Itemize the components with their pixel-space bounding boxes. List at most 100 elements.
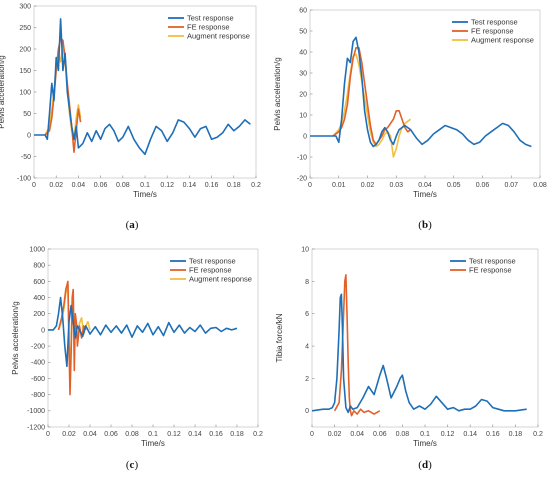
- x-tick-label: 0: [32, 182, 36, 189]
- y-axis-label: Pelvis acceleration/g: [11, 301, 20, 374]
- x-tick-label: 0.1: [420, 431, 430, 438]
- y-tick-label: 8: [305, 279, 309, 286]
- y-tick-label: 30: [299, 70, 307, 77]
- x-tick-label: 0.16: [205, 182, 219, 189]
- x-tick-label: 0.16: [486, 431, 500, 438]
- legend-label: FE response: [187, 23, 230, 32]
- x-tick-label: 0.12: [441, 431, 455, 438]
- x-tick-label: 0.18: [509, 431, 523, 438]
- x-axis-label: Time/s: [141, 439, 165, 448]
- x-tick-label: 0.07: [504, 182, 518, 189]
- y-tick-label: 2: [305, 376, 309, 383]
- y-tick-label: -100: [17, 175, 31, 182]
- y-tick-label: 40: [299, 49, 307, 56]
- y-tick-label: 0: [305, 408, 309, 415]
- y-tick-label: 10: [299, 112, 307, 119]
- legend-label: Test response: [471, 18, 518, 27]
- y-tick-label: 300: [19, 3, 31, 10]
- y-tick-label: 1000: [29, 246, 45, 253]
- y-tick-label: -200: [31, 343, 45, 350]
- x-tick-label: 0.08: [396, 431, 410, 438]
- y-tick-label: 400: [33, 295, 45, 302]
- series-line-augment-response: [332, 53, 412, 158]
- legend-label: Test response: [187, 14, 234, 23]
- chart-panel-b: 0 0.01 0.02 0.03 0.04 0.05 0.06 0.07 0.08 -20 -10 0…: [273, 7, 547, 199]
- plot-area: [47, 248, 259, 428]
- x-tick-label: 0.04: [418, 182, 432, 189]
- plot-area: [33, 5, 257, 179]
- series-line-fe-response: [57, 280, 87, 396]
- panel-caption-b: (b): [418, 219, 432, 231]
- x-tick-label: 0.2: [533, 431, 543, 438]
- y-tick-label: 150: [19, 68, 31, 75]
- chart-panel-a: 0 0.02 0.04 0.06 0.08 0.1 0.12 0.14 0.16 0.18 0.2 -…: [0, 3, 261, 199]
- y-tick-label: -1200: [27, 424, 45, 431]
- series-line-test-response: [310, 36, 532, 148]
- x-axis-label: Time/s: [413, 190, 437, 199]
- y-tick-label: 50: [23, 111, 31, 118]
- x-tick-label: 0.04: [83, 431, 97, 438]
- x-tick-label: 0.04: [350, 431, 364, 438]
- x-tick-label: 0.03: [389, 182, 403, 189]
- legend-label: Test response: [189, 257, 236, 266]
- x-tick-label: 0: [308, 182, 312, 189]
- series-line-fe-response: [332, 46, 412, 146]
- y-tick-label: 600: [33, 279, 45, 286]
- y-tick-label: 50: [299, 28, 307, 35]
- x-tick-label: 0.02: [361, 182, 375, 189]
- x-tick-label: 0.08: [116, 182, 130, 189]
- y-tick-label: -400: [31, 360, 45, 367]
- x-tick-label: 0.14: [183, 182, 197, 189]
- x-tick-label: 0.14: [188, 431, 202, 438]
- legend-label: Augment response: [189, 275, 252, 284]
- x-tick-label: 0.2: [251, 182, 261, 189]
- x-tick-label: 0.14: [463, 431, 477, 438]
- x-tick-label: 0.18: [230, 431, 244, 438]
- series-line-test-response: [48, 296, 238, 368]
- y-tick-label: -10: [297, 154, 307, 161]
- x-tick-label: 0.08: [533, 182, 547, 189]
- y-tick-label: 0: [41, 327, 45, 334]
- y-axis-label: Pelvis acceleration/g: [273, 57, 282, 130]
- y-tick-label: 0: [303, 133, 307, 140]
- series-line-test-response: [34, 18, 251, 156]
- x-tick-label: 0.02: [328, 431, 342, 438]
- y-tick-label: -1000: [27, 408, 45, 415]
- y-tick-label: 0: [27, 132, 31, 139]
- x-tick-label: 0.06: [476, 182, 490, 189]
- y-tick-label: -600: [31, 376, 45, 383]
- x-tick-label: 0: [310, 431, 314, 438]
- x-tick-label: 0.18: [227, 182, 241, 189]
- series-line-fe-response: [333, 274, 381, 417]
- legend-label: Test response: [469, 257, 516, 266]
- y-axis-label: Pelvis acceleration/g: [0, 55, 6, 128]
- x-tick-label: 0.06: [104, 431, 118, 438]
- y-tick-label: 60: [299, 7, 307, 14]
- x-tick-label: 0.05: [447, 182, 461, 189]
- x-tick-label: 0.2: [253, 431, 263, 438]
- y-tick-label: 20: [299, 91, 307, 98]
- x-tick-label: 0.06: [94, 182, 108, 189]
- x-tick-label: 0.02: [62, 431, 76, 438]
- x-tick-label: 0.06: [373, 431, 387, 438]
- x-tick-label: 0: [46, 431, 50, 438]
- y-tick-label: 250: [19, 25, 31, 32]
- y-tick-label: 100: [19, 89, 31, 96]
- legend-label: FE response: [471, 27, 514, 36]
- panel-caption-c: (c): [126, 459, 139, 471]
- y-tick-label: 4: [305, 343, 309, 350]
- series-line-test-response: [312, 293, 527, 414]
- legend-label: Augment response: [187, 32, 250, 41]
- panel-caption-a: (a): [126, 219, 139, 231]
- legend-label: Augment response: [471, 36, 534, 45]
- x-tick-label: 0.08: [125, 431, 139, 438]
- y-tick-label: -50: [21, 154, 31, 161]
- x-axis-label: Time/s: [413, 439, 437, 448]
- chart-panel-c: 0 0.02 0.04 0.06 0.08 0.1 0.12 0.14 0.16 0.18 0.2 -…: [11, 246, 263, 448]
- y-tick-label: 200: [19, 46, 31, 53]
- chart-panel-d: 0 0.02 0.04 0.06 0.08 0.1 0.12 0.14 0.16 0.18 0.2 0…: [275, 246, 543, 448]
- x-tick-label: 0.1: [148, 431, 158, 438]
- x-tick-label: 0.04: [72, 182, 86, 189]
- y-tick-label: -20: [297, 175, 307, 182]
